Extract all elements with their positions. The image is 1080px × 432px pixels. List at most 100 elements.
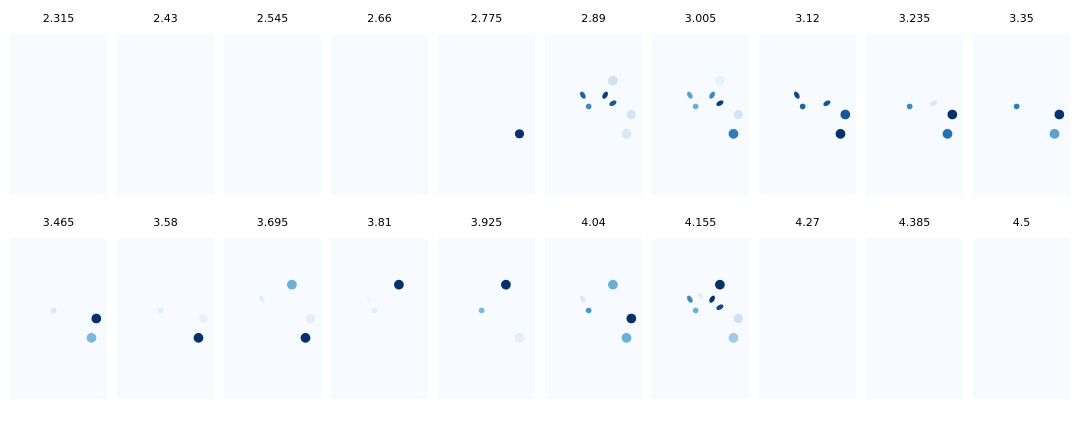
plot-area <box>545 34 642 195</box>
data-point <box>305 313 315 324</box>
plot-svg <box>687 279 743 343</box>
data-point-bean <box>687 295 693 303</box>
plot-area <box>866 238 963 399</box>
plot-area <box>117 34 214 195</box>
data-point <box>692 307 699 314</box>
data-point-bean <box>259 295 265 303</box>
panel-title: 2.545 <box>256 12 289 25</box>
data-point <box>692 103 699 110</box>
panel-title: 2.315 <box>42 12 75 25</box>
plot-area <box>973 238 1070 399</box>
data-point-bean <box>823 100 831 107</box>
plot-svg <box>687 75 743 139</box>
plot-area <box>224 238 321 399</box>
data-point-bean <box>602 91 608 99</box>
plot-svg <box>224 34 321 195</box>
plot-area <box>331 238 428 399</box>
data-point <box>608 279 618 290</box>
plot-svg <box>759 238 856 399</box>
data-point-bean <box>930 100 938 107</box>
panel-title: 3.12 <box>795 12 820 25</box>
panel-title: 2.66 <box>367 12 392 25</box>
data-point <box>478 307 485 314</box>
data-point <box>835 128 846 139</box>
plot-svg <box>366 279 404 314</box>
plot-area <box>117 238 214 399</box>
data-point <box>501 279 511 290</box>
plot-svg <box>866 238 963 399</box>
plot-svg <box>50 307 102 343</box>
panel-title: 3.695 <box>256 216 289 229</box>
data-point <box>626 109 636 120</box>
data-point <box>514 332 525 343</box>
plot-area <box>10 34 107 195</box>
data-point <box>947 109 958 120</box>
data-point <box>840 109 851 120</box>
plot-svg <box>580 279 637 343</box>
data-point-bean <box>687 91 693 99</box>
data-point <box>733 109 743 120</box>
data-point-bean <box>697 292 704 300</box>
plot-area <box>224 34 321 195</box>
data-point <box>799 103 806 110</box>
plot-area <box>10 238 107 399</box>
data-point <box>942 128 953 139</box>
data-point-bean <box>609 100 617 107</box>
plot-area <box>973 34 1070 195</box>
data-point <box>300 332 311 343</box>
data-point <box>728 332 739 343</box>
data-point <box>50 307 57 314</box>
data-point <box>1049 128 1060 139</box>
data-point <box>733 313 743 324</box>
plot-area <box>759 34 856 195</box>
plot-svg <box>478 279 525 343</box>
data-point-bean <box>716 304 724 311</box>
panel-title: 3.58 <box>153 216 178 229</box>
panel-title: 3.81 <box>367 216 392 229</box>
plot-svg <box>906 100 958 139</box>
panel-title: 4.27 <box>795 216 820 229</box>
data-point <box>608 75 618 86</box>
data-point <box>91 313 102 324</box>
plot-svg <box>117 34 214 195</box>
data-point-bean <box>709 91 715 99</box>
data-point <box>1054 109 1065 120</box>
data-point <box>585 307 592 314</box>
data-point <box>371 307 378 314</box>
plot-svg <box>10 34 107 195</box>
data-point-bean <box>709 295 715 303</box>
data-point-bean <box>580 91 586 99</box>
data-point-bean <box>366 295 372 303</box>
plot-area <box>866 34 963 195</box>
plot-area <box>331 34 428 195</box>
data-point <box>585 103 592 110</box>
panel-title: 4.385 <box>898 216 931 229</box>
data-point <box>198 313 208 324</box>
plot-area <box>759 238 856 399</box>
plot-svg <box>580 75 636 139</box>
panel-title: 2.89 <box>581 12 606 25</box>
panel-title: 3.35 <box>1009 12 1034 25</box>
data-point-bean <box>794 91 800 99</box>
data-point <box>157 307 164 314</box>
plot-svg <box>1013 103 1065 139</box>
panel-title: 3.005 <box>684 12 717 25</box>
panel-title: 3.465 <box>42 216 75 229</box>
plot-area <box>652 34 749 195</box>
data-point <box>394 279 404 290</box>
plot-area <box>438 238 535 399</box>
panel-title: 3.235 <box>898 12 931 25</box>
plot-area <box>652 238 749 399</box>
data-point <box>715 279 725 290</box>
data-point <box>287 279 297 290</box>
panel-title: 3.925 <box>470 216 503 229</box>
data-point <box>621 332 632 343</box>
plot-svg <box>331 34 428 195</box>
plot-svg <box>157 307 208 343</box>
data-point <box>626 313 637 324</box>
plot-svg <box>514 129 525 139</box>
panel-title: 4.04 <box>581 216 606 229</box>
plot-svg <box>973 238 1070 399</box>
data-point <box>906 103 913 110</box>
